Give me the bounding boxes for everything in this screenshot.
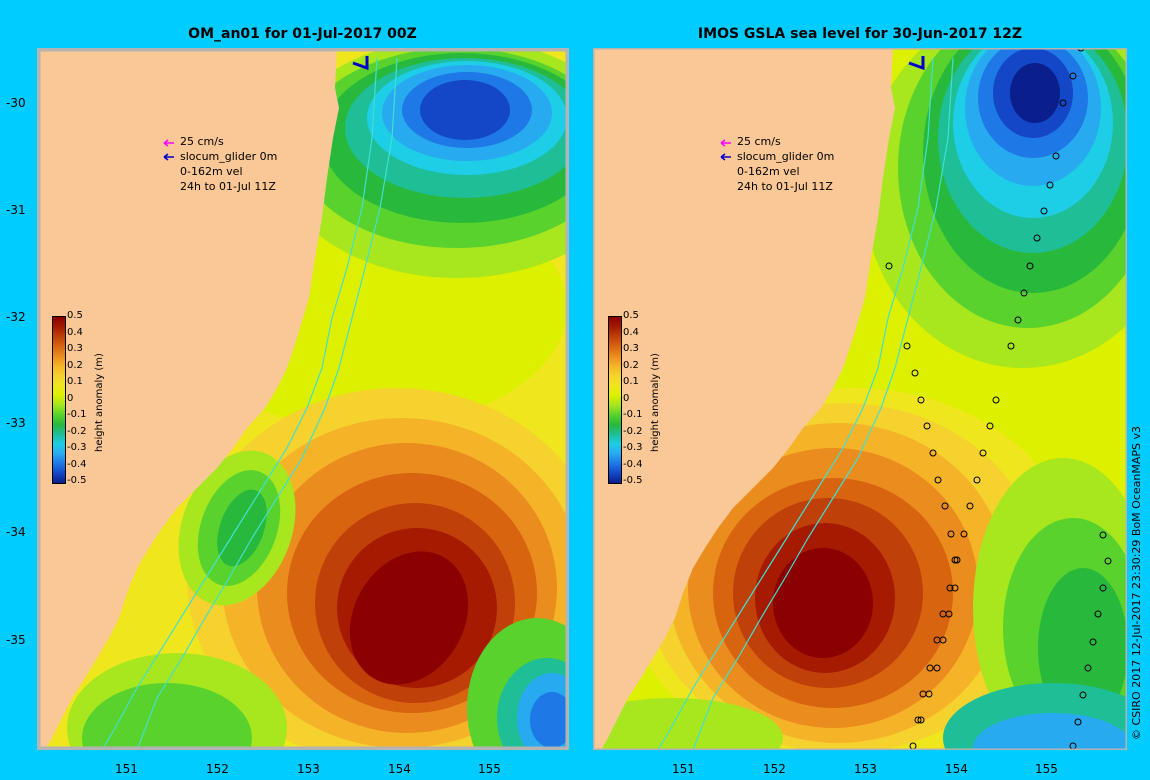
colorbar-title: height anomaly (m) bbox=[94, 353, 105, 452]
legend-scale: 25 cm/s bbox=[737, 135, 781, 148]
colorbar-label: -0.5 bbox=[67, 475, 87, 486]
x-tick-label: 152 bbox=[206, 762, 229, 776]
x-tick-label: 151 bbox=[672, 762, 695, 776]
right-map bbox=[593, 48, 1127, 750]
colorbar-label: -0.2 bbox=[623, 425, 643, 437]
cold-eddy-north bbox=[863, 48, 1127, 368]
colorbar-label: 0.4 bbox=[623, 326, 639, 338]
credit-text: © CSIRO 2017 12-Jul-2017 23:30:29 BoM Oc… bbox=[1130, 426, 1143, 740]
y-tick-label: -32 bbox=[6, 310, 26, 324]
isobath bbox=[101, 57, 378, 750]
legend-arrows-icon bbox=[163, 139, 174, 161]
colorbar-label: -0.4 bbox=[67, 458, 87, 470]
y-tick-label: -34 bbox=[6, 525, 26, 539]
y-tick-label: -31 bbox=[6, 203, 26, 217]
colorbar-label: -0.5 bbox=[623, 475, 643, 486]
colorbar-label: -0.3 bbox=[67, 442, 87, 453]
right-panel-title: IMOS GSLA sea level for 30-Jun-2017 12Z bbox=[697, 26, 1023, 42]
colorbar-label: 0.2 bbox=[623, 359, 639, 371]
colorbar-label: -0.1 bbox=[67, 409, 87, 420]
colorbar-label: 0.4 bbox=[67, 326, 83, 338]
legend-vel: 0-162m vel bbox=[737, 165, 800, 178]
isobath bbox=[657, 57, 934, 750]
colorbar-label: -0.3 bbox=[623, 442, 643, 453]
colorbar-label: 0.3 bbox=[623, 343, 639, 354]
land bbox=[593, 48, 895, 750]
colorbar-label: 0.1 bbox=[623, 376, 639, 387]
south-cold-patch bbox=[593, 458, 1127, 750]
colorbar-label: 0 bbox=[67, 392, 74, 404]
legend-scale: 25 cm/s bbox=[180, 135, 224, 148]
y-tick-label: -35 bbox=[6, 633, 26, 647]
altimeter-track-points bbox=[885, 48, 1112, 750]
colorbar-label: 0.1 bbox=[67, 376, 83, 387]
legend-window: 24h to 01-Jul 11Z bbox=[180, 180, 276, 193]
land bbox=[37, 48, 339, 750]
colorbar-label: -0.4 bbox=[623, 458, 643, 470]
legend-vel: 0-162m vel bbox=[180, 165, 243, 178]
x-tick-label: 151 bbox=[115, 762, 138, 776]
colorbar-label: 0.3 bbox=[67, 343, 83, 354]
colorbar-label: -0.1 bbox=[623, 409, 643, 420]
x-tick-label: 153 bbox=[854, 762, 877, 776]
glider-track-icon bbox=[908, 56, 925, 71]
x-tick-label: 154 bbox=[945, 762, 968, 776]
colorbar-title: height anomaly (m) bbox=[650, 353, 661, 452]
warm-eddy bbox=[623, 388, 1083, 750]
colorbar-label: 0.5 bbox=[67, 310, 83, 321]
x-tick-label: 155 bbox=[478, 762, 501, 776]
colorbar-label: 0 bbox=[623, 392, 630, 404]
colorbar-label: 0.5 bbox=[623, 310, 639, 321]
left-panel-title: OM_an01 for 01-Jul-2017 00Z bbox=[188, 26, 417, 42]
x-tick-label: 152 bbox=[763, 762, 786, 776]
x-tick-label: 155 bbox=[1035, 762, 1058, 776]
colorbar-label: 0.2 bbox=[67, 359, 83, 371]
y-tick-label: -33 bbox=[6, 416, 26, 430]
y-tick-label: -30 bbox=[6, 96, 26, 110]
x-tick-label: 153 bbox=[297, 762, 320, 776]
legend-arrows-icon bbox=[720, 139, 731, 161]
colorbar-label: -0.2 bbox=[67, 425, 87, 437]
south-cold-patch bbox=[67, 618, 569, 750]
cold-eddy-north bbox=[277, 48, 569, 278]
legend-window: 24h to 01-Jul 11Z bbox=[737, 180, 833, 193]
legend-glider: slocum_glider 0m bbox=[180, 150, 278, 163]
left-map bbox=[37, 48, 569, 750]
legend-glider: slocum_glider 0m bbox=[737, 150, 835, 163]
x-tick-label: 154 bbox=[388, 762, 411, 776]
glider-track-icon bbox=[352, 56, 369, 71]
